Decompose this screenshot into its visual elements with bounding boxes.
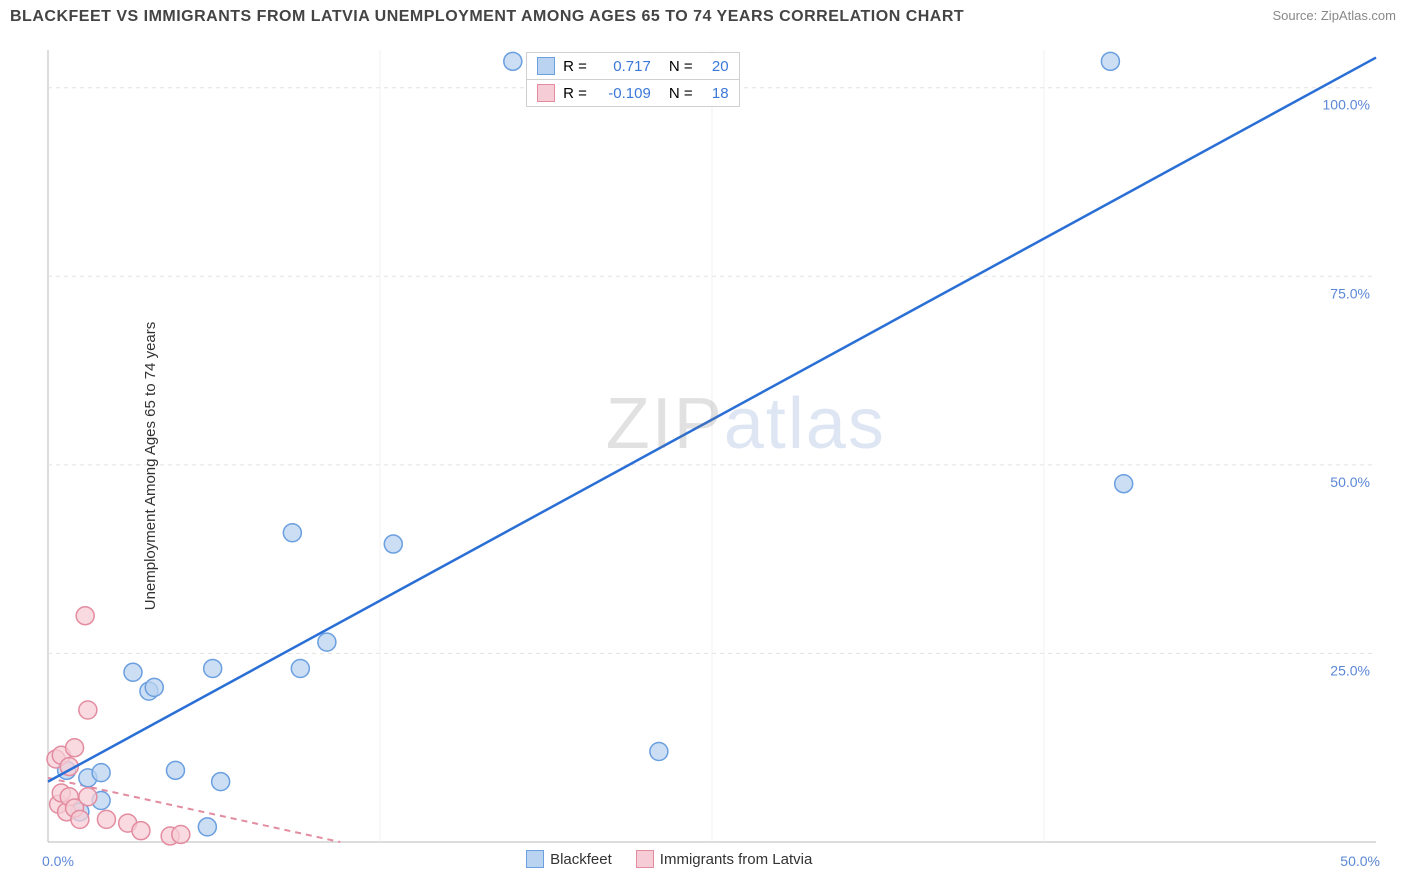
y-tick-label: 75.0% xyxy=(1330,285,1370,301)
trend-line-latvia xyxy=(48,778,340,842)
x-tick-label: 0.0% xyxy=(42,853,74,869)
data-point-blackfeet xyxy=(650,742,668,760)
data-point-blackfeet xyxy=(291,660,309,678)
n-value: 18 xyxy=(701,85,729,102)
x-tick-label: 50.0% xyxy=(1340,853,1380,869)
source-prefix: Source: xyxy=(1272,8,1320,23)
n-label: N = xyxy=(669,85,693,102)
y-tick-label: 100.0% xyxy=(1323,97,1370,113)
data-point-blackfeet xyxy=(384,535,402,553)
data-point-latvia xyxy=(79,788,97,806)
data-point-blackfeet xyxy=(504,52,522,70)
n-label: N = xyxy=(669,58,693,75)
swatch-icon xyxy=(526,850,544,868)
n-value: 20 xyxy=(701,58,729,75)
swatch-icon xyxy=(537,57,555,75)
legend-label: Blackfeet xyxy=(550,851,612,868)
data-point-blackfeet xyxy=(204,660,222,678)
data-point-blackfeet xyxy=(1101,52,1119,70)
source-name: ZipAtlas.com xyxy=(1321,8,1396,23)
data-point-blackfeet xyxy=(212,773,230,791)
y-tick-label: 50.0% xyxy=(1330,474,1370,490)
data-point-blackfeet xyxy=(166,761,184,779)
correlation-row-blackfeet: R = 0.717 N = 20 xyxy=(527,53,739,80)
legend-item-latvia: Immigrants from Latvia xyxy=(636,850,813,868)
r-value: -0.109 xyxy=(595,85,651,102)
r-label: R = xyxy=(563,58,587,75)
data-point-latvia xyxy=(97,810,115,828)
data-point-blackfeet xyxy=(92,764,110,782)
correlation-row-latvia: R = -0.109 N = 18 xyxy=(527,80,739,106)
data-point-latvia xyxy=(132,822,150,840)
legend-label: Immigrants from Latvia xyxy=(660,851,813,868)
scatter-chart: 25.0% 50.0% 75.0% 100.0% 0.0% 50.0% xyxy=(0,40,1406,892)
r-label: R = xyxy=(563,85,587,102)
chart-header: BLACKFEET VS IMMIGRANTS FROM LATVIA UNEM… xyxy=(10,8,1396,38)
chart-title: BLACKFEET VS IMMIGRANTS FROM LATVIA UNEM… xyxy=(10,8,964,25)
data-point-blackfeet xyxy=(198,818,216,836)
data-point-latvia xyxy=(66,739,84,757)
y-tick-label: 25.0% xyxy=(1330,662,1370,678)
r-value: 0.717 xyxy=(595,58,651,75)
swatch-icon xyxy=(636,850,654,868)
correlation-legend: R = 0.717 N = 20 R = -0.109 N = 18 xyxy=(526,52,740,107)
data-point-blackfeet xyxy=(124,663,142,681)
chart-container: Unemployment Among Ages 65 to 74 years 2… xyxy=(0,40,1406,892)
data-point-latvia xyxy=(76,607,94,625)
data-point-latvia xyxy=(71,810,89,828)
series-legend: Blackfeet Immigrants from Latvia xyxy=(526,850,812,868)
data-point-blackfeet xyxy=(1115,475,1133,493)
swatch-icon xyxy=(537,84,555,102)
data-point-latvia xyxy=(172,825,190,843)
data-point-latvia xyxy=(79,701,97,719)
data-point-blackfeet xyxy=(283,524,301,542)
y-axis-label: Unemployment Among Ages 65 to 74 years xyxy=(142,322,159,611)
legend-item-blackfeet: Blackfeet xyxy=(526,850,612,868)
data-point-blackfeet xyxy=(145,678,163,696)
data-point-blackfeet xyxy=(318,633,336,651)
source-attribution: Source: ZipAtlas.com xyxy=(1272,8,1396,23)
